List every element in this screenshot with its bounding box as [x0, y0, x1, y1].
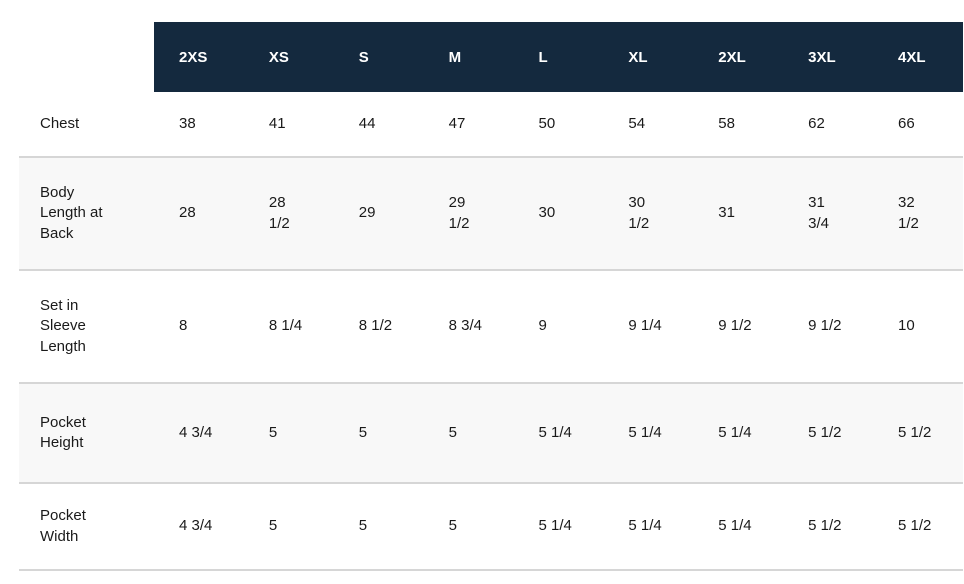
size-value-cell: 5 1/4: [603, 383, 694, 484]
size-value-cell: 54: [603, 92, 694, 158]
size-value-cell: 9 1/2: [783, 270, 873, 384]
measurement-row-label: Pocket Width: [19, 483, 154, 571]
size-value-cell: 5 1/4: [603, 483, 694, 571]
table-row-sleeve-length: Set in Sleeve Length 8 8 1/4 8 1/2 8 3/4…: [19, 270, 963, 384]
size-value-cell: 50: [513, 92, 604, 158]
measurement-row-label: Body Length at Back: [19, 157, 154, 271]
size-value-cell: 62: [783, 92, 873, 158]
size-value-cell: 38: [154, 92, 244, 158]
size-value-cell: 47: [423, 92, 514, 158]
measurement-row-label: Set in Sleeve Length: [19, 270, 154, 384]
size-value-cell: 41: [243, 92, 334, 158]
size-header-row: 2XS XS S M L XL 2XL 3XL 4XL: [19, 22, 963, 92]
size-column-header-2xl: 2XL: [693, 22, 784, 92]
size-column-header-3xl: 3XL: [783, 22, 873, 92]
size-value-cell: 31: [693, 157, 784, 271]
size-column-header-l: L: [513, 22, 604, 92]
size-value-cell: 28 1/2: [243, 157, 334, 271]
size-column-header-s: S: [333, 22, 424, 92]
size-value-cell: 5 1/2: [873, 383, 963, 484]
size-column-header-2xs: 2XS: [154, 22, 244, 92]
size-column-header-m: M: [423, 22, 514, 92]
size-value-cell: 9 1/4: [603, 270, 694, 384]
size-value-cell: 8 1/4: [243, 270, 334, 384]
size-value-cell: 29 1/2: [423, 157, 514, 271]
size-value-cell: 30 1/2: [603, 157, 694, 271]
size-value-cell: 5 1/4: [513, 483, 604, 571]
size-value-cell: 5 1/2: [783, 383, 873, 484]
size-value-cell: 58: [693, 92, 784, 158]
size-value-cell: 5: [423, 483, 514, 571]
size-value-cell: 32 1/2: [873, 157, 963, 271]
size-value-cell: 5 1/4: [513, 383, 604, 484]
size-value-cell: 10: [873, 270, 963, 384]
table-row-pocket-height: Pocket Height 4 3/4 5 5 5 5 1/4 5 1/4 5 …: [19, 383, 963, 484]
measurement-row-label: Chest: [19, 92, 154, 158]
table-row-pocket-width: Pocket Width 4 3/4 5 5 5 5 1/4 5 1/4 5 1…: [19, 483, 963, 571]
size-chart-table: 2XS XS S M L XL 2XL 3XL 4XL Chest 38 41 …: [19, 22, 963, 571]
size-value-cell: 44: [333, 92, 424, 158]
size-value-cell: 9: [513, 270, 604, 384]
size-value-cell: 30: [513, 157, 604, 271]
size-column-header-xs: XS: [243, 22, 334, 92]
size-value-cell: 5: [333, 483, 424, 571]
size-value-cell: 5: [423, 383, 514, 484]
size-value-cell: 5: [243, 383, 334, 484]
size-value-cell: 5 1/4: [693, 383, 784, 484]
size-chart: 2XS XS S M L XL 2XL 3XL 4XL Chest 38 41 …: [19, 22, 963, 571]
size-value-cell: 5: [243, 483, 334, 571]
size-value-cell: 8: [154, 270, 244, 384]
table-row-body-length: Body Length at Back 28 28 1/2 29 29 1/2 …: [19, 157, 963, 271]
size-value-cell: 31 3/4: [783, 157, 873, 271]
measurement-row-label: Pocket Height: [19, 383, 154, 484]
size-value-cell: 8 1/2: [333, 270, 424, 384]
size-value-cell: 4 3/4: [154, 383, 244, 484]
size-value-cell: 5 1/4: [693, 483, 784, 571]
size-value-cell: 8 3/4: [423, 270, 514, 384]
size-value-cell: 28: [154, 157, 244, 271]
size-value-cell: 5 1/2: [783, 483, 873, 571]
size-value-cell: 5 1/2: [873, 483, 963, 571]
size-column-header-xl: XL: [603, 22, 694, 92]
size-value-cell: 5: [333, 383, 424, 484]
corner-cell: [19, 22, 154, 92]
size-value-cell: 9 1/2: [693, 270, 784, 384]
size-value-cell: 4 3/4: [154, 483, 244, 571]
size-column-header-4xl: 4XL: [873, 22, 963, 92]
table-row-chest: Chest 38 41 44 47 50 54 58 62 66: [19, 92, 963, 158]
size-value-cell: 66: [873, 92, 963, 158]
size-value-cell: 29: [333, 157, 424, 271]
